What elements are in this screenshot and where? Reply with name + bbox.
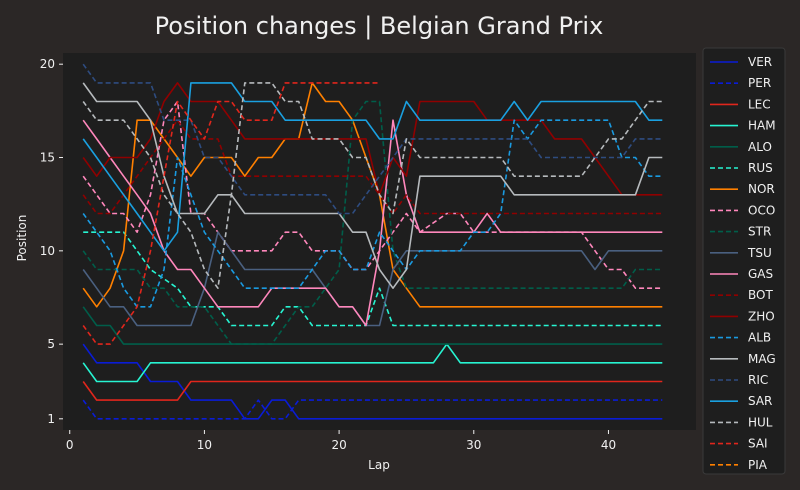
legend-label-ver: VER [748, 55, 772, 69]
legend-label-hul: HUL [748, 415, 773, 429]
y-tick-label: 20 [40, 57, 55, 71]
series-line-hul [82, 82, 663, 289]
legend-label-rus: RUS [748, 161, 773, 175]
legend: VER PER LEC HAM ALO RUS NOR OCO STR TSU GAS BOT ZHO A… [702, 47, 786, 475]
legend-label-gas: GAS [748, 267, 773, 281]
legend-label-nor: NOR [748, 182, 775, 196]
series-line-ham [82, 343, 663, 383]
legend-label-zho: ZHO [748, 309, 775, 323]
legend-label-alb: ALB [748, 331, 771, 345]
series-line-bot [82, 119, 663, 215]
legend-label-ham: HAM [748, 119, 776, 133]
legend-box [702, 47, 786, 475]
x-tick-label: 40 [601, 438, 616, 452]
y-tick-label: 15 [40, 151, 55, 165]
chart-title: Position changes | Belgian Grand Prix [155, 12, 604, 40]
series-line-sai [82, 82, 380, 345]
x-tick-label: 20 [331, 438, 346, 452]
legend-label-lec: LEC [748, 97, 771, 111]
legend-label-ric: RIC [748, 373, 768, 387]
series-line-mag [82, 82, 663, 289]
series-line-per [82, 399, 663, 420]
series-line-lec [82, 380, 663, 401]
x-tick-label: 10 [197, 438, 212, 452]
plot-area [63, 53, 696, 430]
series-layer [82, 63, 663, 420]
legend-label-sai: SAI [748, 437, 768, 451]
series-line-ver [82, 343, 663, 420]
legend-label-mag: MAG [748, 352, 776, 366]
series-line-zho [82, 82, 663, 196]
x-tick-label: 0 [66, 438, 74, 452]
series-line-ric [82, 63, 663, 215]
legend-label-per: PER [748, 76, 771, 90]
series-line-rus [83, 231, 663, 327]
legend-label-tsu: TSU [747, 246, 772, 260]
y-tick-label: 5 [47, 337, 55, 351]
y-tick-label: 10 [40, 244, 55, 258]
x-tick-label: 30 [466, 438, 481, 452]
legend-label-alo: ALO [748, 140, 772, 154]
series-line-sar [82, 82, 663, 252]
x-axis-label: Lap [368, 458, 390, 472]
y-axis-label: Position [15, 215, 29, 262]
series-line-alo [82, 306, 663, 345]
legend-label-sar: SAR [748, 394, 772, 408]
series-line-alb [82, 119, 663, 308]
legend-label-pia: PIA [748, 458, 768, 472]
legend-label-bot: BOT [748, 288, 773, 302]
legend-label-str: STR [748, 225, 771, 239]
series-line-str [82, 100, 663, 345]
legend-label-oco: OCO [748, 203, 775, 217]
y-tick-label: 1 [47, 412, 55, 426]
